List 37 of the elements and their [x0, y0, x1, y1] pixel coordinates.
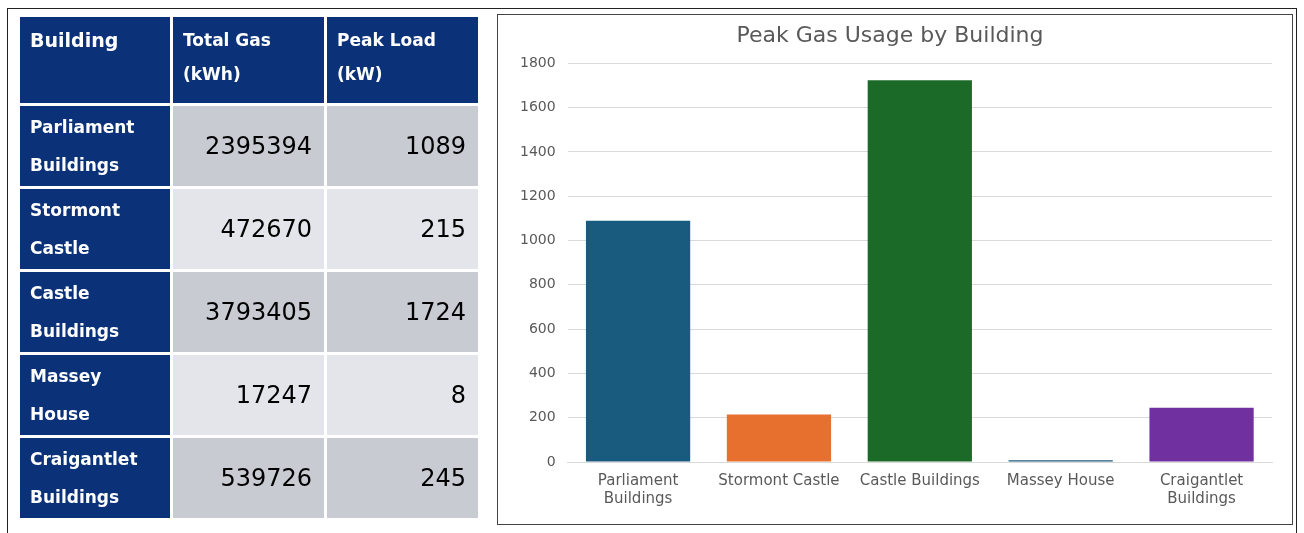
x-tick-label: Stormont Castle: [718, 470, 840, 489]
x-tick-label: Castle Buildings: [859, 470, 981, 489]
data-label: 1089: [327, 106, 478, 186]
y-tick-label: 400: [528, 364, 556, 381]
text: Building: [20, 17, 170, 103]
series-label: Total Gas (kWh): [173, 17, 324, 103]
data-label: 539726: [173, 438, 324, 518]
x-tick-label: Parliament Buildings: [597, 470, 679, 507]
x-tick-label: Craigantlet Buildings: [1159, 470, 1244, 507]
bar: [1149, 407, 1254, 462]
y-tick-label: 1600: [519, 98, 556, 115]
bar: [726, 414, 832, 462]
data-label: 245: [327, 438, 478, 518]
category-label: Stormont Castle: [20, 189, 170, 269]
category-label: Parliament Buildings: [20, 106, 170, 186]
y-tick-label: 1200: [519, 186, 556, 203]
data-label: 3793405: [173, 272, 324, 352]
category-label: Massey House: [20, 355, 170, 435]
y-tick-label: 600: [528, 319, 556, 336]
data-label: 2395394: [173, 106, 324, 186]
data-label: 472670: [173, 189, 324, 269]
y-tick-label: 1000: [519, 231, 556, 248]
y-tick-label: 800: [528, 275, 556, 292]
bar: [867, 80, 972, 462]
data-label: 1724: [327, 272, 478, 352]
x-tick-label: Massey House: [1006, 470, 1115, 489]
series-label: Peak Load (kW): [327, 17, 478, 103]
data-label: 215: [327, 189, 478, 269]
bar: [585, 220, 691, 462]
y-tick-label: 0: [546, 452, 556, 469]
data-label: 17247: [173, 355, 324, 435]
y-tick-label: 1800: [519, 54, 556, 71]
y-tick-label: 1400: [519, 142, 556, 159]
chart-title: Peak Gas Usage by Building: [736, 21, 1044, 47]
y-tick-label: 200: [528, 408, 556, 425]
data-label: 8: [327, 355, 478, 435]
category-label: Castle Buildings: [20, 272, 170, 352]
